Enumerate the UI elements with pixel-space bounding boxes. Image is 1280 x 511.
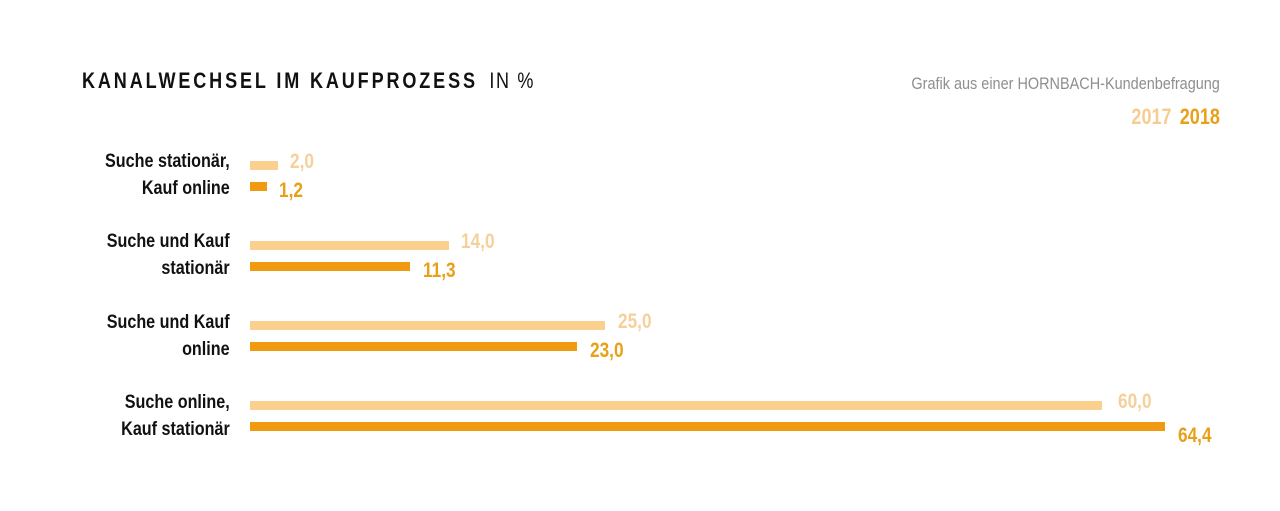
bar-2018 xyxy=(250,262,410,271)
bar-2017 xyxy=(250,401,1102,410)
category-label: Suche und Kauf stationär xyxy=(107,228,230,282)
value-2017: 25,0 xyxy=(618,310,652,333)
category-label-line2: Kauf online xyxy=(142,178,230,199)
category-label: Suche online, Kauf stationär xyxy=(121,389,230,443)
category-label: Suche stationär, Kauf online xyxy=(105,148,230,202)
chart-unit: IN % xyxy=(489,68,536,93)
value-2018: 11,3 xyxy=(423,259,456,282)
legend-2018: 2018 xyxy=(1179,104,1220,129)
category-label-line2: online xyxy=(182,339,230,360)
value-2017: 60,0 xyxy=(1118,390,1152,413)
bar-2018 xyxy=(250,182,267,191)
category-label-line1: Suche und Kauf xyxy=(107,231,230,252)
category-label-line1: Suche stationär, xyxy=(105,151,230,172)
category-label-line1: Suche online, xyxy=(124,392,230,413)
value-2018: 23,0 xyxy=(590,339,624,362)
category-label-line2: stationär xyxy=(161,258,230,279)
value-2017: 2,0 xyxy=(290,150,314,173)
legend-2017: 2017 xyxy=(1131,104,1172,129)
category-label-line1: Suche und Kauf xyxy=(107,312,230,333)
bar-2017 xyxy=(250,161,278,170)
value-2018: 1,2 xyxy=(279,179,303,202)
value-2018: 64,4 xyxy=(1178,424,1212,447)
chart-title: KANALWECHSEL IM KAUFPROZESS IN % xyxy=(82,68,535,94)
chart-legend: 2017 2018 xyxy=(1132,104,1220,130)
bar-2018 xyxy=(250,422,1165,431)
category-label-line2: Kauf stationär xyxy=(121,419,230,440)
chart-source: Grafik aus einer HORNBACH-Kundenbefragun… xyxy=(911,74,1220,93)
bar-2017 xyxy=(250,241,449,250)
bar-2017 xyxy=(250,321,605,330)
chart-title-text: KANALWECHSEL IM KAUFPROZESS xyxy=(82,68,478,93)
value-2017: 14,0 xyxy=(461,230,495,253)
category-label: Suche und Kauf online xyxy=(107,309,230,363)
bar-2018 xyxy=(250,342,577,351)
